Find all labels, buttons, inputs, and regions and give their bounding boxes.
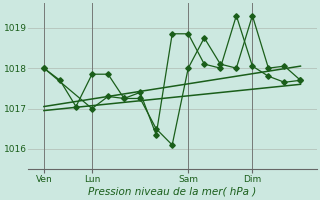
X-axis label: Pression niveau de la mer( hPa ): Pression niveau de la mer( hPa ) [88,187,256,197]
